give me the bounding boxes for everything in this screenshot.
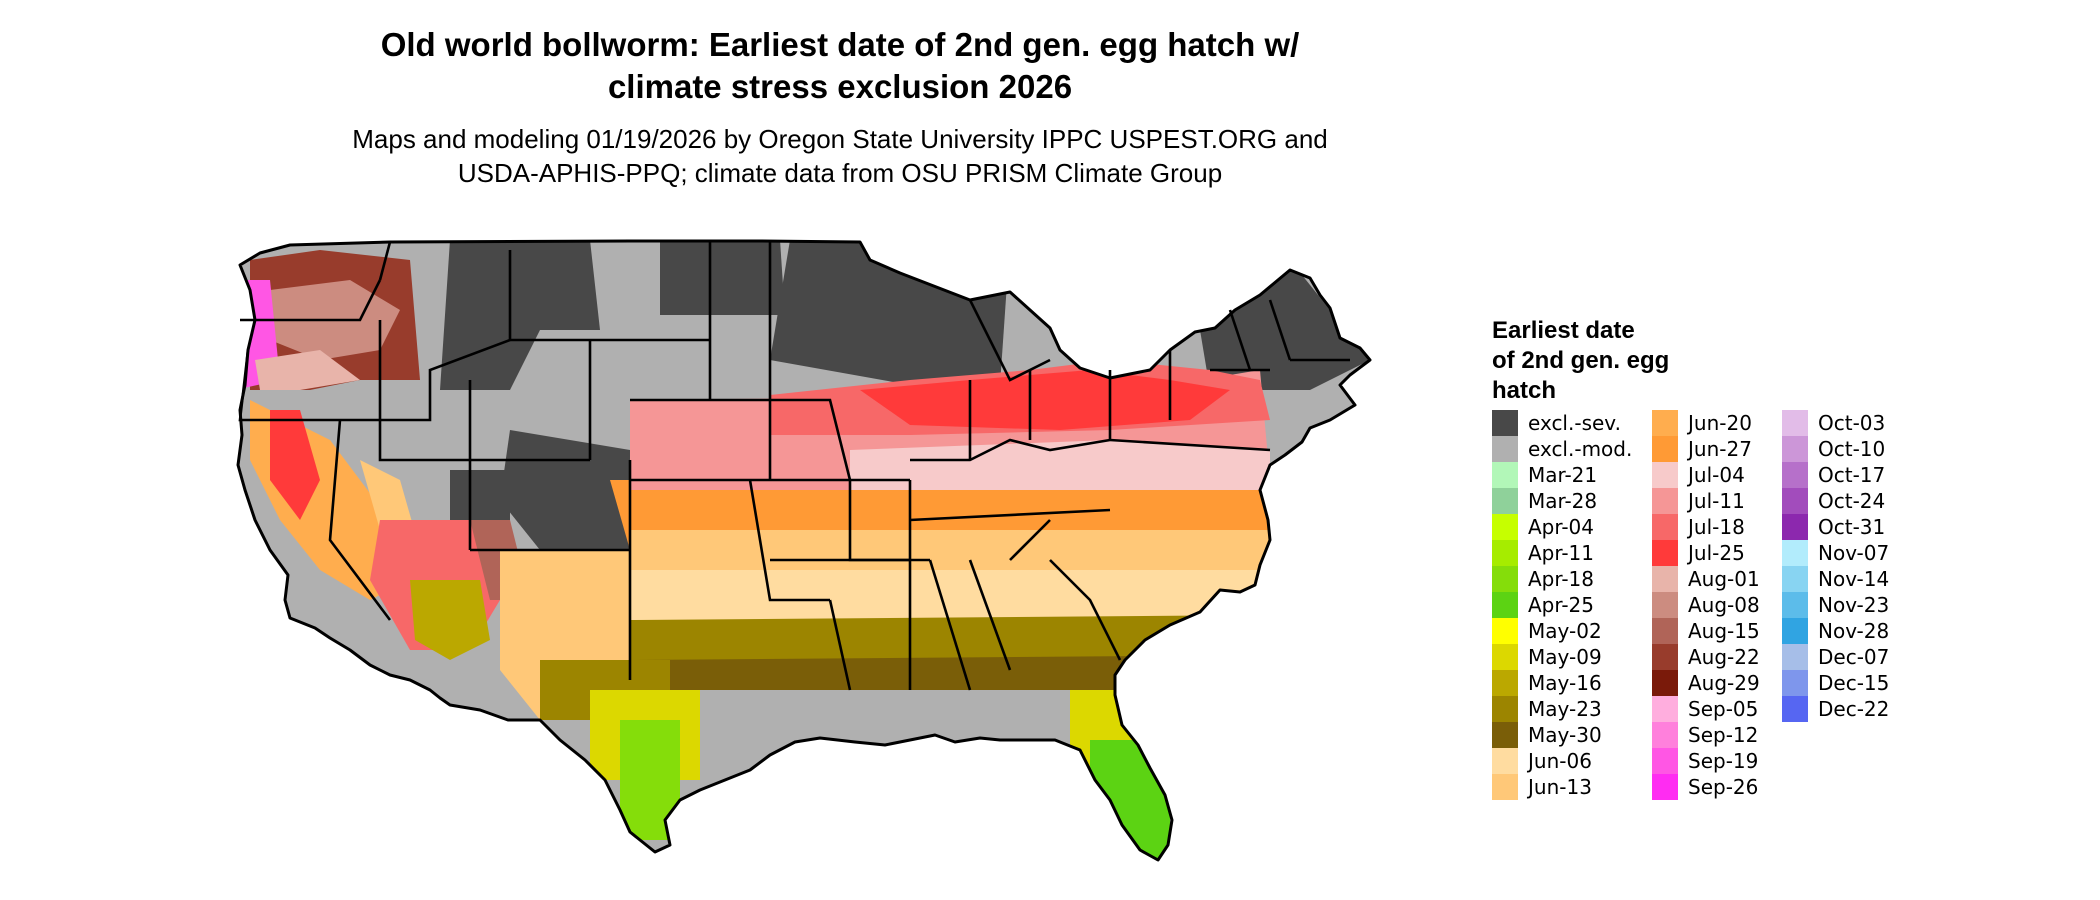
- map-subtitle-line-1: Maps and modeling 01/19/2026 by Oregon S…: [352, 124, 1328, 154]
- legend-label: Jul-11: [1688, 489, 1745, 513]
- map-title-line-2: climate stress exclusion 2026: [607, 68, 1073, 105]
- legend-title-line-1: Earliest date: [1492, 317, 1635, 344]
- legend-swatch: [1782, 410, 1808, 436]
- legend-swatch: [1492, 566, 1518, 592]
- legend-label: Aug-22: [1688, 645, 1760, 669]
- legend-label: excl.-mod.: [1528, 437, 1633, 461]
- legend-label: Dec-22: [1818, 697, 1890, 721]
- legend-label: Oct-24: [1818, 489, 1886, 513]
- legend-label: Apr-04: [1528, 515, 1594, 539]
- legend-swatch: [1782, 696, 1808, 722]
- map-subtitle-line-2: USDA-APHIS-PPQ; climate data from OSU PR…: [457, 158, 1223, 188]
- legend-label: Nov-28: [1818, 619, 1890, 643]
- legend-swatch: [1782, 436, 1808, 462]
- legend-swatch: [1492, 618, 1518, 644]
- legend-label: Nov-23: [1818, 593, 1890, 617]
- legend-swatch: [1492, 488, 1518, 514]
- legend-label: May-16: [1528, 671, 1602, 695]
- legend-swatch: [1652, 436, 1678, 462]
- legend-label: Jul-04: [1688, 463, 1745, 487]
- legend-swatch: [1652, 488, 1678, 514]
- legend-label: Aug-29: [1688, 671, 1760, 695]
- legend-swatch: [1782, 540, 1808, 566]
- legend-label: Oct-17: [1818, 463, 1886, 487]
- legend-label: Apr-18: [1528, 567, 1594, 591]
- legend-swatch: [1652, 540, 1678, 566]
- legend-label: May-23: [1528, 697, 1602, 721]
- legend-label: Dec-15: [1818, 671, 1890, 695]
- legend-label: Aug-01: [1688, 567, 1760, 591]
- legend-swatch: [1492, 410, 1518, 436]
- legend-swatch: [1652, 592, 1678, 618]
- legend-swatch: [1652, 462, 1678, 488]
- legend-label: Nov-14: [1818, 567, 1890, 591]
- legend-label: Jun-06: [1528, 749, 1592, 773]
- legend-label: Oct-03: [1818, 411, 1886, 435]
- legend-swatch: [1782, 514, 1808, 540]
- legend-label: Mar-28: [1528, 489, 1598, 513]
- legend-swatch: [1652, 748, 1678, 774]
- legend-title-line-2: of 2nd gen. egg: [1492, 347, 1670, 374]
- legend-label: Sep-12: [1688, 723, 1759, 747]
- legend-swatch: [1492, 696, 1518, 722]
- legend-swatch: [1492, 462, 1518, 488]
- legend-label: Sep-26: [1688, 775, 1759, 799]
- legend-label: Apr-11: [1528, 541, 1594, 565]
- legend-title: Earliest date of 2nd gen. egg hatch: [1492, 316, 1752, 406]
- legend-swatch: [1652, 774, 1678, 800]
- legend-swatch: [1492, 670, 1518, 696]
- legend-label: Jun-27: [1688, 437, 1752, 461]
- legend-swatch: [1492, 748, 1518, 774]
- legend-label: Oct-31: [1818, 515, 1886, 539]
- legend-swatch: [1652, 514, 1678, 540]
- legend-swatch: [1652, 644, 1678, 670]
- legend-swatch: [1782, 592, 1808, 618]
- legend-label: Jun-13: [1528, 775, 1592, 799]
- legend-swatch: [1492, 722, 1518, 748]
- legend-swatch: [1492, 644, 1518, 670]
- legend-label: Sep-19: [1688, 749, 1759, 773]
- legend-label: Oct-10: [1818, 437, 1886, 461]
- legend-swatch: [1492, 514, 1518, 540]
- legend-label: May-30: [1528, 723, 1602, 747]
- legend-label: Jul-18: [1688, 515, 1745, 539]
- legend-label: May-02: [1528, 619, 1602, 643]
- legend-swatch: [1782, 644, 1808, 670]
- legend-label: Aug-08: [1688, 593, 1760, 617]
- legend-label: Jul-25: [1688, 541, 1745, 565]
- legend-label: Nov-07: [1818, 541, 1890, 565]
- legend-title-line-3: hatch: [1492, 377, 1557, 404]
- legend-swatch: [1652, 670, 1678, 696]
- legend-label: Sep-05: [1688, 697, 1759, 721]
- legend-label: Jun-20: [1688, 411, 1752, 435]
- legend-label: May-09: [1528, 645, 1602, 669]
- legend-swatch: [1652, 566, 1678, 592]
- legend-label: Mar-21: [1528, 463, 1598, 487]
- legend-swatch: [1652, 696, 1678, 722]
- legend-label: Apr-25: [1528, 593, 1594, 617]
- legend-swatch: [1782, 566, 1808, 592]
- date-legend: excl.-sev. excl.-mod. Mar-21 Mar-28 Apr-04 Ap…: [1492, 410, 2052, 800]
- legend-swatch: [1652, 410, 1678, 436]
- legend-label: Aug-15: [1688, 619, 1760, 643]
- conus-hatch-date-map: [236, 239, 1372, 862]
- legend-swatch: [1782, 670, 1808, 696]
- legend-swatch: [1652, 618, 1678, 644]
- legend-swatch: [1492, 436, 1518, 462]
- legend-label: Dec-07: [1818, 645, 1890, 669]
- legend-swatch: [1492, 540, 1518, 566]
- legend-swatch: [1652, 722, 1678, 748]
- legend-swatch: [1782, 462, 1808, 488]
- legend-swatch: [1782, 488, 1808, 514]
- legend-label: excl.-sev.: [1528, 411, 1621, 435]
- map-title-line-1: Old world bollworm: Earliest date of 2nd…: [380, 26, 1300, 63]
- legend-swatch: [1492, 592, 1518, 618]
- legend-swatch: [1492, 774, 1518, 800]
- legend-swatch: [1782, 618, 1808, 644]
